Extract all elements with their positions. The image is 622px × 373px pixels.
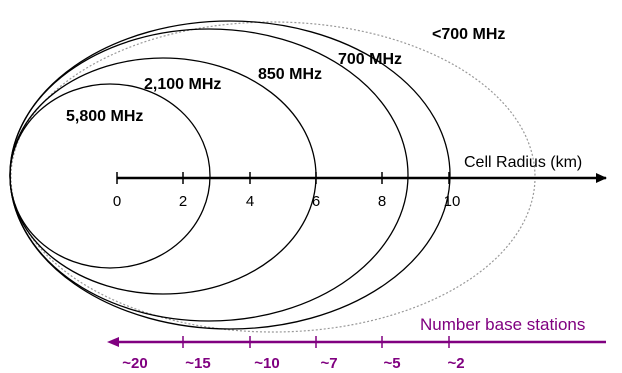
base-stations-axis: Number base stations ~20 ~15 ~10 ~7 ~5 ~… — [107, 315, 606, 372]
base-station-tick-label: ~5 — [383, 355, 400, 372]
radius-tick-label: 0 — [113, 193, 121, 210]
band-label-850: 850 MHz — [258, 66, 322, 83]
band-label-5800: 5,800 MHz — [66, 108, 143, 125]
radius-tick-label: 4 — [246, 193, 254, 210]
cell-radius-axis: 0 2 4 6 8 10 Cell Radius (km) — [113, 154, 607, 210]
base-station-tick-label: ~10 — [254, 355, 279, 372]
radius-tick-label: 6 — [312, 193, 320, 210]
cell-radius-axis-title: Cell Radius (km) — [464, 154, 582, 171]
base-station-tick-label: ~15 — [185, 355, 210, 372]
base-stations-axis-title: Number base stations — [420, 315, 585, 334]
band-label-lt700: <700 MHz — [432, 26, 505, 43]
band-label-2100: 2,100 MHz — [144, 76, 221, 93]
coverage-ellipse-850 — [9, 28, 409, 322]
base-station-tick-label: ~2 — [447, 355, 464, 372]
base-station-tick-label: ~20 — [122, 355, 147, 372]
radius-tick-label: 2 — [179, 193, 187, 210]
base-station-tick-label: ~7 — [320, 355, 337, 372]
band-label-700: 700 MHz — [338, 51, 402, 68]
coverage-ellipse-5800 — [9, 83, 211, 269]
radius-tick-label: 10 — [444, 193, 461, 210]
radius-tick-label: 8 — [378, 193, 386, 210]
coverage-ellipse-2100 — [9, 57, 317, 295]
